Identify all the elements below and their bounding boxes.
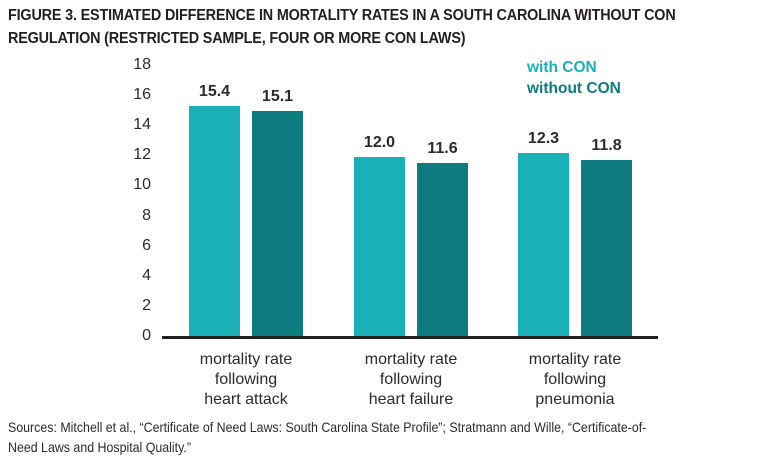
- y-axis-tick-10: 10: [133, 176, 151, 194]
- figure-title: FIGURE 3. ESTIMATED DIFFERENCE IN MORTAL…: [8, 4, 750, 50]
- chart-legend: with CON without CON: [527, 57, 621, 99]
- figure-title-line2: REGULATION (RESTRICTED SAMPLE, FOUR OR M…: [8, 30, 466, 47]
- x-axis-line: [162, 336, 658, 339]
- value-label-with-con-heart-failure: 12.0: [363, 134, 396, 152]
- y-axis-tick-8: 8: [142, 206, 151, 224]
- legend-label-with-con: with CON: [527, 59, 597, 76]
- sources-note: Sources: Mitchell et al., “Certificate o…: [8, 418, 729, 456]
- y-axis-tick-18: 18: [133, 56, 151, 73]
- value-label-without-con-heart-failure: 11.6: [427, 140, 458, 158]
- bar-without-con-pneumonia: [581, 160, 632, 338]
- y-axis-tick-0: 0: [142, 327, 151, 344]
- value-label-with-con-pneumonia: 12.3: [527, 129, 560, 147]
- sources-line2: Need Laws and Hospital Quality.”: [8, 438, 191, 455]
- bar-without-con-heart-attack: [252, 110, 303, 338]
- bar-with-con-heart-failure: [354, 157, 405, 338]
- category-label-heart-failure: mortality rate following heart failure: [364, 351, 458, 408]
- y-axis-tick-6: 6: [142, 236, 151, 254]
- y-axis-tick-12: 12: [133, 146, 151, 164]
- sources-line1: Sources: Mitchell et al., “Certificate o…: [8, 419, 647, 435]
- figure-title-line1: FIGURE 3. ESTIMATED DIFFERENCE IN MORTAL…: [8, 7, 676, 24]
- value-label-without-con-pneumonia: 11.8: [591, 137, 622, 155]
- y-axis-tick-16: 16: [133, 86, 151, 104]
- value-label-without-con-heart-attack: 15.1: [261, 87, 294, 105]
- y-axis-tick-4: 4: [142, 266, 151, 284]
- bar-with-con-heart-attack: [189, 106, 240, 338]
- bar-without-con-heart-failure: [417, 163, 468, 338]
- bar-with-con-pneumonia: [518, 152, 569, 338]
- category-label-heart-attack: mortality rate following heart attack: [199, 351, 293, 408]
- y-axis-tick-2: 2: [142, 296, 151, 314]
- value-label-with-con-heart-attack: 15.4: [198, 83, 231, 101]
- y-axis-tick-14: 14: [133, 116, 151, 134]
- category-label-pneumonia: mortality rate following pneumonia: [528, 351, 622, 408]
- legend-label-without-con: without CON: [527, 80, 621, 97]
